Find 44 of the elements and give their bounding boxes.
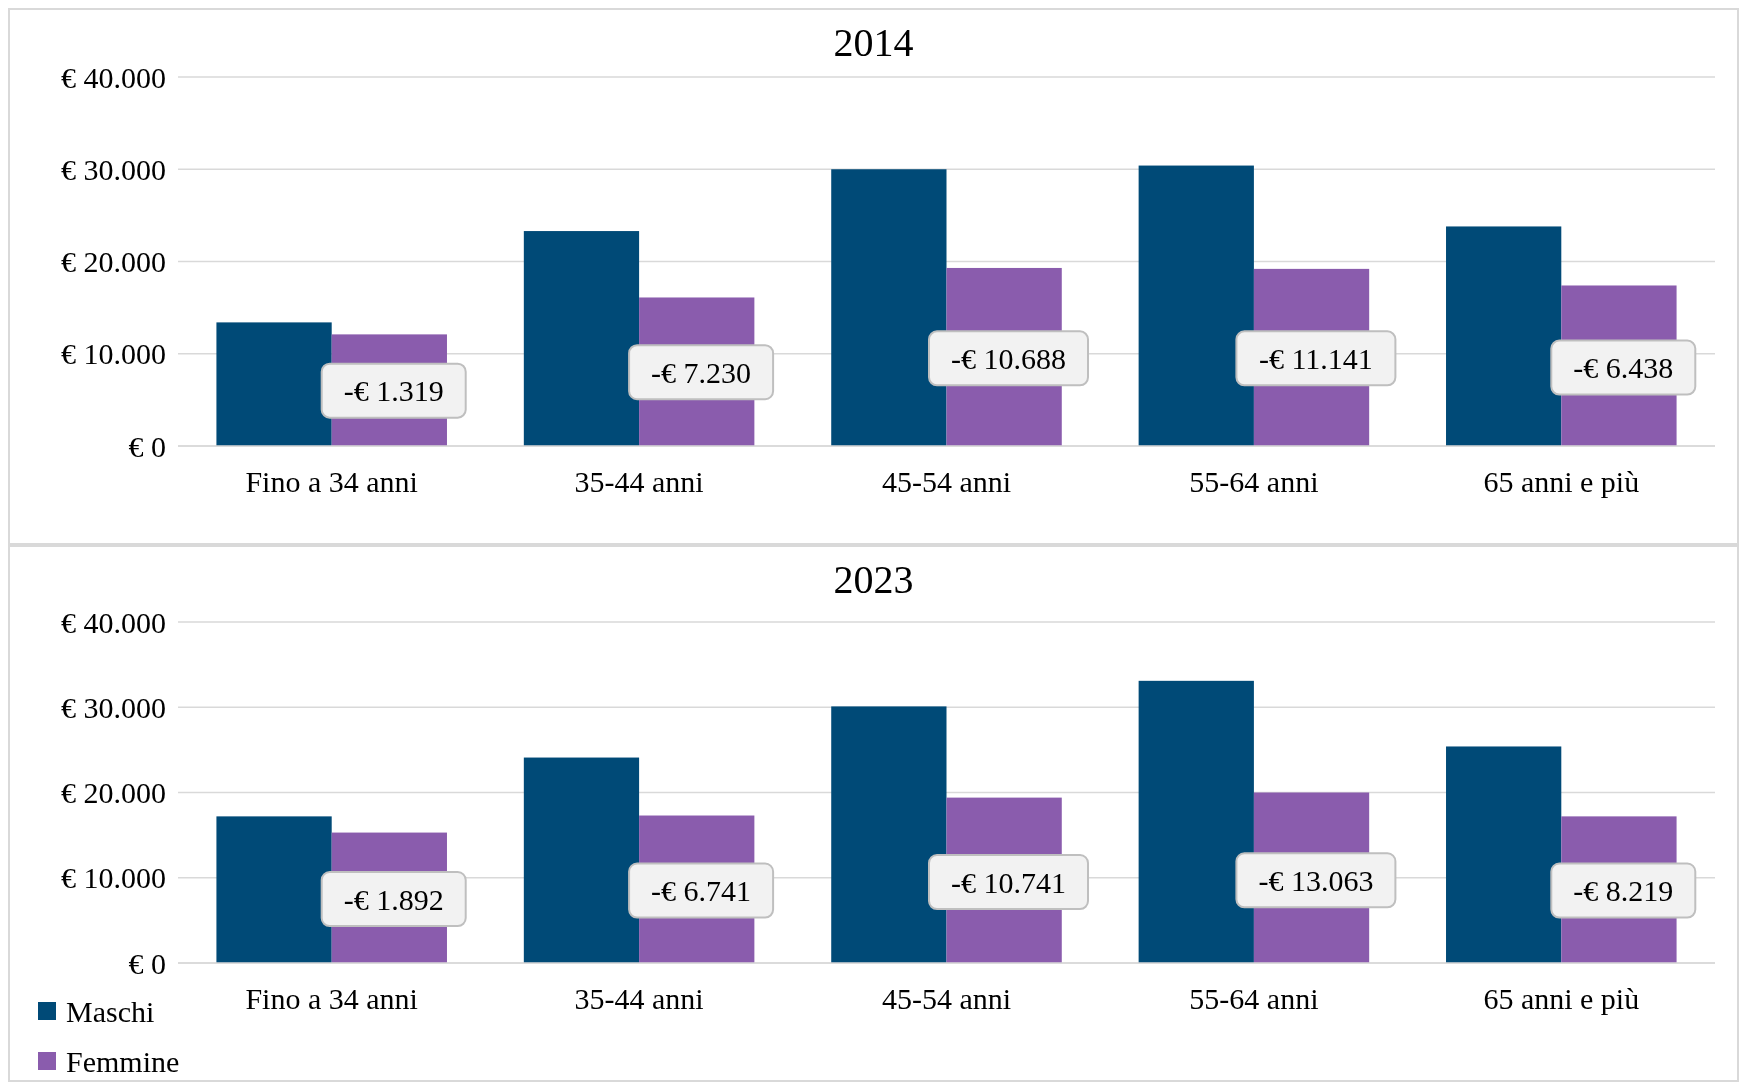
y-tick-label: € 30.000 [61,690,166,724]
x-tick-label: 55-64 anni [1189,982,1319,1015]
bar [216,816,332,963]
annotation: -€ 11.141 [1258,341,1373,375]
bar [831,706,947,963]
x-tick-label: 55-64 anni [1189,465,1319,498]
bar [523,757,640,963]
y-tick-label: € 0 [128,946,166,980]
x-tick-label: Fino a 34 anni [245,982,418,1015]
y-tick-label: € 40.000 [61,60,166,94]
annotation: -€ 10.741 [951,865,1066,899]
annotation: -€ 7.230 [651,355,752,389]
x-tick-label: 45-54 anni [881,982,1012,1015]
legend-label: Maschi [66,994,155,1028]
bar [1138,680,1254,963]
x-tick-label: 45-54 anni [881,465,1012,498]
y-tick-label: € 20.000 [61,245,166,278]
annotation: -€ 8.219 [1573,874,1674,908]
bar [523,231,640,446]
y-tick-label: € 0 [128,429,166,463]
x-tick-label: 65 anni e più [1483,982,1640,1015]
x-tick-label: 35-44 anni [574,982,704,1015]
annotation: -€ 1.319 [343,374,444,408]
bar [1138,165,1254,446]
x-tick-label: Fino a 34 anni [245,465,418,498]
bar [831,169,947,446]
y-tick-label: € 10.000 [61,337,166,371]
chart-title: 2014 [833,20,914,65]
annotation: -€ 13.063 [1258,863,1374,897]
chart-title: 2023 [833,557,914,602]
x-tick-label: 65 anni e più [1483,465,1640,498]
x-tick-label: 35-44 anni [574,465,704,498]
annotation: -€ 10.688 [951,341,1066,375]
bar [1446,226,1562,446]
annotation: -€ 1.892 [343,882,444,916]
annotation: -€ 6.741 [651,874,752,908]
annotation: -€ 6.438 [1573,351,1674,385]
y-tick-label: € 20.000 [61,776,166,809]
y-tick-label: € 40.000 [61,605,166,639]
y-tick-label: € 10.000 [61,861,166,895]
bar [1446,746,1562,963]
bar [216,322,332,446]
y-tick-label: € 30.000 [61,152,166,186]
legend-label: Femmine [66,1044,180,1078]
